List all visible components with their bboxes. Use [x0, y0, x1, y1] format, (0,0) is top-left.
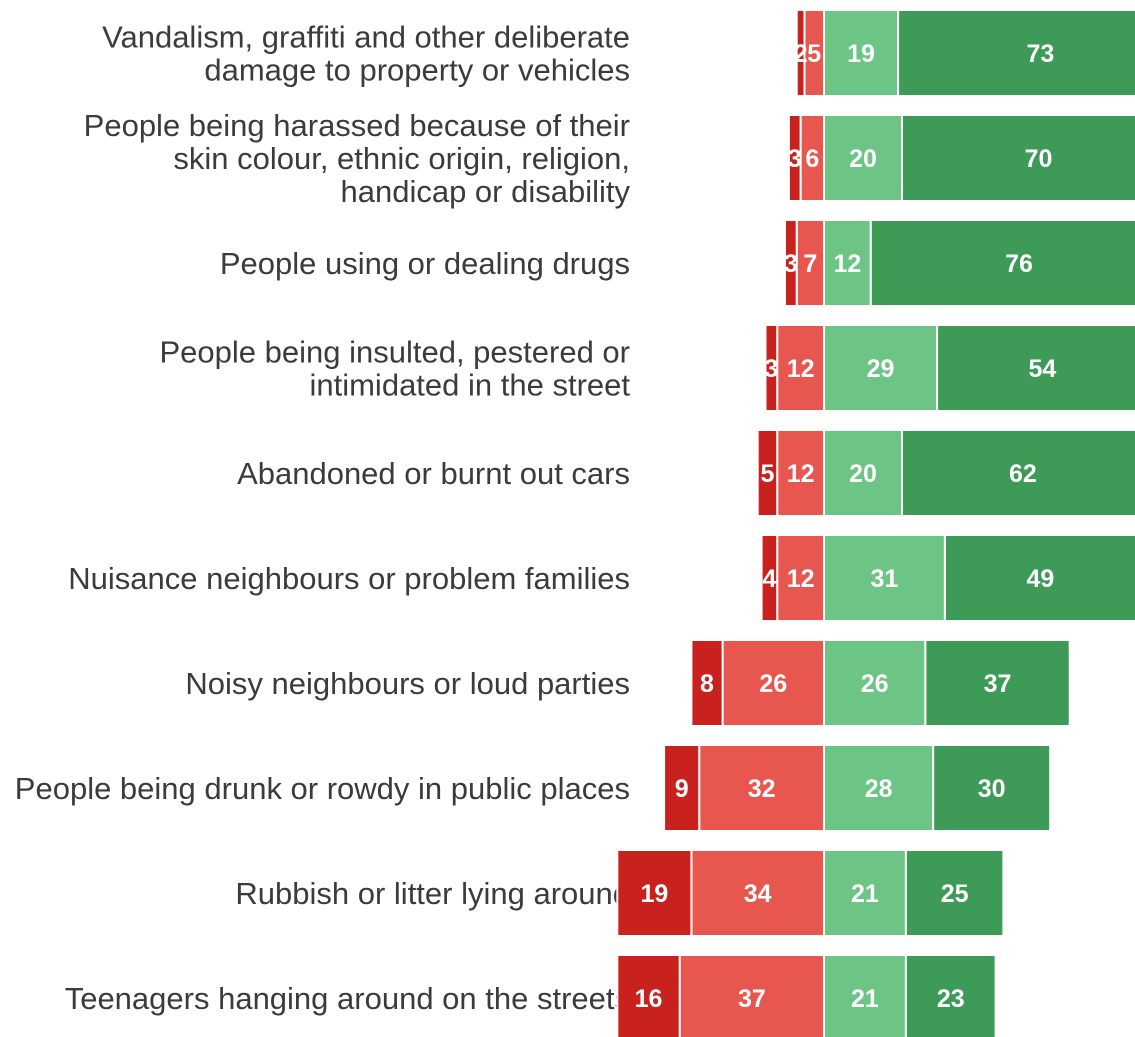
- bar-value-label: 12: [787, 355, 815, 383]
- negative-bar: [721, 639, 825, 727]
- negative-strong-bar: [787, 114, 802, 202]
- bar-value-label: 5: [760, 460, 774, 488]
- bar-value-label: 6: [805, 145, 819, 173]
- category-label: Nuisance neighbours or problem families: [68, 561, 630, 596]
- bar-value-label: 21: [851, 985, 879, 1013]
- category-label: People using or dealing drugs: [220, 246, 630, 281]
- positive-bar: [823, 324, 939, 412]
- bar-value-label: 32: [748, 775, 776, 803]
- bar-value-label: 8: [700, 670, 714, 698]
- positive-strong-bar: [943, 534, 1135, 622]
- bar-value-label: 12: [833, 250, 861, 278]
- positive-bar: [823, 219, 872, 307]
- negative-bar: [678, 954, 826, 1037]
- bar-value-label: 26: [759, 670, 787, 698]
- positive-strong-bar: [924, 639, 1071, 727]
- bar-value-label: 62: [1009, 460, 1037, 488]
- bar-value-label: 49: [1027, 565, 1055, 593]
- bar-value-label: 26: [861, 670, 889, 698]
- bar-value-label: 76: [1005, 250, 1033, 278]
- negative-strong-bar: [760, 534, 779, 622]
- positive-strong-bar: [904, 849, 1005, 937]
- bars: [616, 9, 1135, 1037]
- positive-bar: [823, 9, 900, 97]
- negative-strong-bar: [663, 744, 701, 832]
- bar-value-label: 23: [937, 985, 965, 1013]
- negative-strong-bar: [756, 429, 779, 517]
- negative-bar: [698, 744, 826, 832]
- positive-strong-bar: [932, 744, 1052, 832]
- negative-strong-bar: [690, 639, 724, 727]
- bar-value-label: 4: [762, 565, 776, 593]
- negative-bar: [776, 324, 826, 412]
- bar-value-label: 30: [978, 775, 1006, 803]
- bar-value-label: 21: [851, 880, 879, 908]
- bar-value-label: 3: [788, 145, 802, 173]
- bar-value-label: 20: [849, 460, 877, 488]
- positive-bar: [823, 744, 935, 832]
- bar-value-label: 16: [635, 985, 663, 1013]
- bar-value-label: 12: [787, 460, 815, 488]
- bar-value-label: 12: [787, 565, 815, 593]
- negative-bar: [690, 849, 826, 937]
- category-label: People being drunk or rowdy in public pl…: [15, 771, 630, 806]
- negative-strong-bar: [616, 849, 693, 937]
- positive-bar: [823, 849, 907, 937]
- positive-bar: [823, 429, 903, 517]
- category-label: Noisy neighbours or loud parties: [185, 666, 630, 701]
- negative-bar: [795, 219, 826, 307]
- category-label: People being insulted, pestered or intimi…: [160, 335, 631, 403]
- negative-strong-bar: [795, 9, 806, 97]
- negative-bar: [776, 534, 826, 622]
- category-label: Vandalism, graffiti and other deliberate…: [102, 20, 630, 88]
- bar-value-label: 19: [847, 40, 875, 68]
- bar-value-label: 70: [1025, 145, 1053, 173]
- positive-strong-bar: [869, 219, 1135, 307]
- bar-value-label: 34: [744, 880, 772, 908]
- bar-value-label: 20: [849, 145, 877, 173]
- category-label: Teenagers hanging around on the streets: [65, 981, 630, 1016]
- bar-value-label: 2: [794, 40, 808, 68]
- negative-strong-bar: [784, 219, 798, 307]
- bar-value-label: 29: [867, 355, 895, 383]
- bar-value-label: 31: [871, 565, 899, 593]
- positive-strong-bar: [901, 114, 1135, 202]
- bar-value-label: 3: [764, 355, 778, 383]
- bar-value-label: 28: [865, 775, 893, 803]
- bar-value-label: 37: [984, 670, 1012, 698]
- bar-value-label: 37: [738, 985, 766, 1013]
- positive-strong-bar: [897, 9, 1135, 97]
- bar-value-label: 25: [941, 880, 969, 908]
- positive-strong-bar: [904, 954, 997, 1037]
- positive-bar: [823, 534, 946, 622]
- positive-bar: [823, 114, 903, 202]
- bar-value-label: 54: [1028, 355, 1056, 383]
- category-label: Rubbish or litter lying around: [235, 876, 630, 911]
- bar-value-label: 3: [784, 250, 798, 278]
- bar-value-label: 7: [803, 250, 817, 278]
- negative-strong-bar: [616, 954, 681, 1037]
- category-labels: Vandalism, graffiti and other deliberate…: [15, 20, 631, 1017]
- bar-value-label: 5: [807, 40, 821, 68]
- positive-strong-bar: [936, 324, 1135, 412]
- bar-value-label: 9: [675, 775, 689, 803]
- positive-strong-bar: [901, 429, 1135, 517]
- bar-value-label: 73: [1027, 40, 1055, 68]
- category-label: People being harassed because of their sk…: [84, 108, 631, 209]
- bar-value-label: 19: [640, 880, 668, 908]
- category-label: Abandoned or burnt out cars: [237, 456, 630, 491]
- negative-strong-bar: [764, 324, 779, 412]
